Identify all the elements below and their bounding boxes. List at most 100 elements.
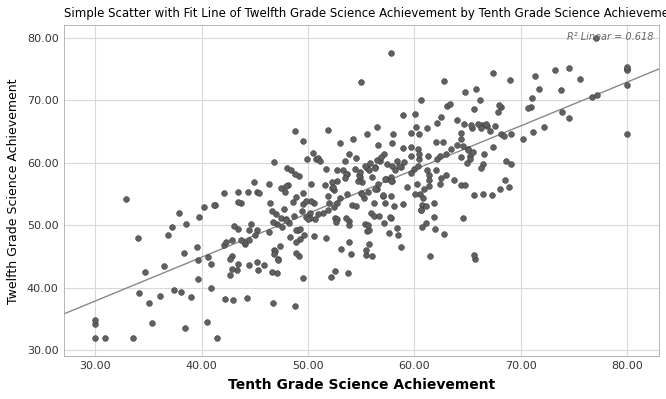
Point <box>413 146 424 152</box>
Point <box>322 193 333 200</box>
Point <box>384 230 394 236</box>
Point <box>622 82 633 89</box>
Point <box>320 182 330 189</box>
Point <box>415 190 426 197</box>
Point <box>466 121 476 128</box>
Point <box>286 167 296 173</box>
Point <box>298 138 308 144</box>
Point <box>264 200 275 206</box>
Point <box>432 156 442 163</box>
Point <box>406 153 416 160</box>
Point <box>280 188 290 195</box>
Point <box>284 234 295 240</box>
Point <box>181 221 192 227</box>
Point <box>180 324 190 331</box>
Point <box>386 178 397 185</box>
Point <box>465 155 476 162</box>
Point <box>365 160 376 166</box>
Point <box>251 227 262 233</box>
Point <box>310 156 321 162</box>
Point <box>331 216 342 222</box>
Point <box>275 185 286 191</box>
Point <box>398 111 408 118</box>
Point <box>294 253 305 259</box>
Point <box>346 202 357 208</box>
Point <box>147 320 158 326</box>
Point <box>211 334 222 341</box>
Point <box>523 105 534 111</box>
Point <box>291 239 302 245</box>
Point <box>201 318 212 325</box>
Point <box>99 334 110 341</box>
Point <box>478 161 488 167</box>
Point <box>463 146 474 152</box>
Point <box>233 198 244 205</box>
Point <box>344 239 354 245</box>
Point <box>498 133 509 139</box>
Point <box>363 189 374 196</box>
Point <box>271 221 282 228</box>
Point <box>307 150 318 156</box>
Point <box>386 163 397 169</box>
Point <box>622 67 633 73</box>
Point <box>482 122 493 129</box>
Point <box>529 73 540 79</box>
Point <box>355 190 366 196</box>
Point <box>574 75 585 82</box>
Point <box>493 109 503 115</box>
Point <box>270 211 281 217</box>
Point <box>384 214 395 220</box>
Point <box>202 253 213 260</box>
Point <box>438 139 448 145</box>
Point <box>459 121 470 127</box>
Point <box>295 226 306 232</box>
Point <box>386 174 396 180</box>
Point <box>466 124 477 131</box>
Point <box>622 131 633 137</box>
Point <box>468 148 479 155</box>
Point <box>417 223 428 230</box>
Point <box>300 213 311 220</box>
Point <box>290 194 301 200</box>
Point <box>176 289 186 295</box>
Point <box>282 165 293 171</box>
Point <box>533 86 544 93</box>
Point <box>233 189 244 196</box>
Point <box>388 130 398 137</box>
Point <box>335 140 346 147</box>
Point <box>622 63 633 70</box>
Point <box>341 171 352 178</box>
Point <box>239 239 250 245</box>
Point <box>363 227 374 234</box>
Point <box>438 78 449 85</box>
Point <box>406 130 416 136</box>
Point <box>194 213 204 220</box>
Point <box>312 155 323 161</box>
Point <box>379 150 390 157</box>
Point <box>306 180 316 187</box>
Point <box>526 104 537 111</box>
Point <box>90 321 101 327</box>
Point <box>272 270 283 277</box>
Point <box>408 166 419 172</box>
Point <box>369 200 380 207</box>
Point <box>410 191 420 197</box>
Point <box>90 334 101 341</box>
Point <box>557 109 567 115</box>
Point <box>300 198 311 205</box>
Point <box>356 79 366 85</box>
Point <box>369 213 380 219</box>
Point <box>305 210 316 217</box>
Point <box>358 195 369 201</box>
Point <box>396 164 407 170</box>
Point <box>473 121 484 128</box>
Point <box>495 186 505 193</box>
Point <box>410 111 420 117</box>
Point <box>441 172 452 178</box>
Point <box>291 250 302 257</box>
Point <box>350 166 360 172</box>
Point <box>394 163 404 170</box>
Point <box>243 261 254 268</box>
Point <box>310 216 320 222</box>
Point <box>418 195 428 201</box>
